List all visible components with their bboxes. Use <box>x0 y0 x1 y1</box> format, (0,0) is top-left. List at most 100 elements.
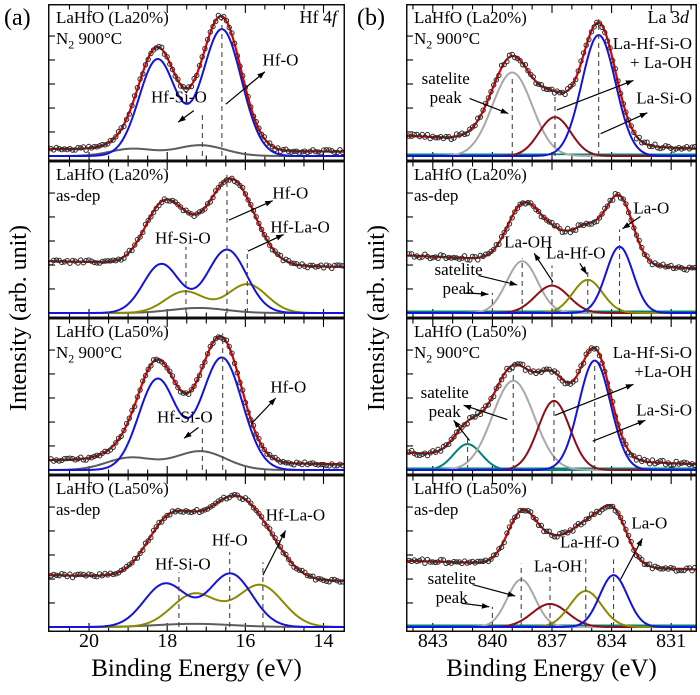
annotation-arrowhead <box>184 431 192 439</box>
data-points <box>48 175 345 272</box>
annotation-arrowhead <box>625 80 634 86</box>
spectrum-plot-b2 <box>406 161 697 318</box>
data-points <box>406 191 697 273</box>
peak-annotation: La-Hf-O <box>559 532 620 552</box>
x-tick-label: 20 <box>79 630 100 652</box>
peak-annotation: Hf-O <box>211 530 248 550</box>
peak-annotation: La-Si-O <box>636 400 692 420</box>
annotation-arrowhead <box>622 222 631 229</box>
panel-border <box>48 161 345 318</box>
spectrum-plot-b1 <box>406 4 697 161</box>
spectrum-panel-b1: LaHfO (La20%) N2 900°C La 3d satelite peak La… <box>406 4 697 161</box>
annotation-arrowhead <box>636 538 643 547</box>
annotation-arrowhead <box>275 234 284 241</box>
spectrum-plot-b4 <box>406 475 697 632</box>
annotation-arrow <box>592 419 646 442</box>
peak-annotation: Hf-Si-O <box>156 407 213 427</box>
peak-annotation: Hf-La-O <box>265 505 326 525</box>
x-tick-label: 16 <box>235 630 256 652</box>
spectrum-panel-a1: LaHfO (La20%) N2 900°C Hf 4f Hf-Si-O Hf-O <box>48 4 345 161</box>
panel-sample-label: LaHfO (La20%) N2 900°C <box>56 8 169 52</box>
annotation-arrow <box>262 530 287 576</box>
panel-sample-label: LaHfO (La20%) as-dep <box>414 165 527 206</box>
annotation-arrow <box>619 538 643 580</box>
data-points <box>406 19 697 153</box>
spectrum-panel-a4: LaHfO (La50%) as-dep Hf-Si-O Hf-O Hf-La-O <box>48 475 345 632</box>
spectrum-panel-b3: LaHfO (La50%) N2 900°C satelite peak La-Hf-S… <box>406 318 697 475</box>
peak-annotation: La-Hf-Si-O +La-OH <box>612 342 692 381</box>
component-curve-la-o <box>406 574 697 628</box>
annotation-arrow <box>463 404 508 421</box>
annotation-arrowhead <box>178 115 186 123</box>
spectrum-panel-b4: LaHfO (La50%) as-dep satelite peak La-OH La-H… <box>406 475 697 632</box>
component-curve-hf-o <box>48 356 345 471</box>
panel-border <box>406 318 697 475</box>
annotation-arrowhead <box>500 108 509 114</box>
data-points <box>48 12 345 156</box>
spectrum-plot-a2 <box>48 161 345 318</box>
panel-border <box>48 318 345 475</box>
core-level-label: La 3d <box>647 7 689 27</box>
peak-annotation: satelite peak <box>421 68 470 107</box>
x-tick-label: 840 <box>477 630 508 652</box>
annotation-arrowhead <box>453 420 461 428</box>
peak-annotation: La-OH <box>504 232 553 252</box>
peak-annotation: Hf-Si-O <box>154 554 211 574</box>
y-axis-label-b: Intensity (arb. unit) <box>364 225 390 411</box>
component-curve-hf-la-o <box>48 583 345 628</box>
spectrum-panel-b2: LaHfO (La20%) as-dep satelite peak La-OH La-H… <box>406 161 697 318</box>
peak-annotation: Hf-Si-O <box>154 228 211 248</box>
spectrum-plot-a3 <box>48 318 345 475</box>
peak-annotation: La-O <box>633 198 670 218</box>
peak-annotation: Hf-Si-O <box>151 87 207 107</box>
data-points <box>48 491 345 585</box>
peak-annotation: satelite peak <box>434 260 483 299</box>
peak-annotation: La-OH <box>533 556 583 576</box>
data-points <box>48 334 345 469</box>
peak-annotation: La-Si-O <box>636 88 692 108</box>
annotation-arrow <box>228 200 273 221</box>
y-axis-label-a: Intensity (arb. unit) <box>6 225 32 411</box>
component-curve-hf-o <box>48 248 345 314</box>
annotation-arrowhead <box>509 280 518 286</box>
x-axis-label-b: Binding Energy (eV) <box>446 655 657 682</box>
annotation-arrowhead <box>507 591 516 597</box>
peak-annotation: Hf-O <box>270 377 307 397</box>
x-axis-label-a: Binding Energy (eV) <box>91 655 302 682</box>
spectrum-panel-a2: LaHfO (La20%) as-dep Hf-Si-O Hf-O Hf-La-O <box>48 161 345 318</box>
annotation-arrowhead <box>580 266 587 275</box>
data-points <box>406 345 697 469</box>
x-tick-label: 843 <box>417 630 448 652</box>
panel-border <box>48 4 345 161</box>
annotation-arrowhead <box>279 530 286 539</box>
panel-sample-label: LaHfO (La20%) as-dep <box>56 165 169 206</box>
panel-border <box>406 475 697 632</box>
spectrum-panel-a3: LaHfO (La50%) N2 900°C Hf-Si-O Hf-O <box>48 318 345 475</box>
panel-sample-label: LaHfO (La50%) N2 900°C <box>414 322 527 366</box>
annotation-arrowhead <box>534 253 541 261</box>
panel-sample-label: LaHfO (La50%) as-dep <box>56 479 169 520</box>
spectrum-plot-b3 <box>406 318 697 475</box>
panel-border <box>406 161 697 318</box>
annotation-arrowhead <box>257 71 265 79</box>
annotation-arrow <box>600 112 648 135</box>
core-level-label: Hf 4f <box>299 7 337 27</box>
component-curve-la-hf-si-o-la-oh <box>406 34 697 157</box>
annotation-arrowhead <box>639 112 648 119</box>
annotation-arrowhead <box>480 291 489 297</box>
component-curve-hf-si-o <box>48 450 345 471</box>
peak-annotation: Hf-La-O <box>270 217 330 237</box>
annotation-arrowhead <box>481 603 490 609</box>
panel-border <box>406 4 697 161</box>
peak-annotation: La-O <box>631 513 668 533</box>
panel-border <box>48 475 345 632</box>
panel-letter-a: (a) <box>4 5 31 31</box>
peak-annotation: satelite peak <box>427 569 476 608</box>
peak-annotation: Hf-O <box>272 183 309 203</box>
peak-annotation: satelite peak <box>420 382 469 421</box>
annotation-arrowhead <box>637 420 646 426</box>
x-tick-label: 837 <box>536 630 567 652</box>
data-points <box>406 503 697 574</box>
annotation-arrowhead <box>268 398 276 406</box>
